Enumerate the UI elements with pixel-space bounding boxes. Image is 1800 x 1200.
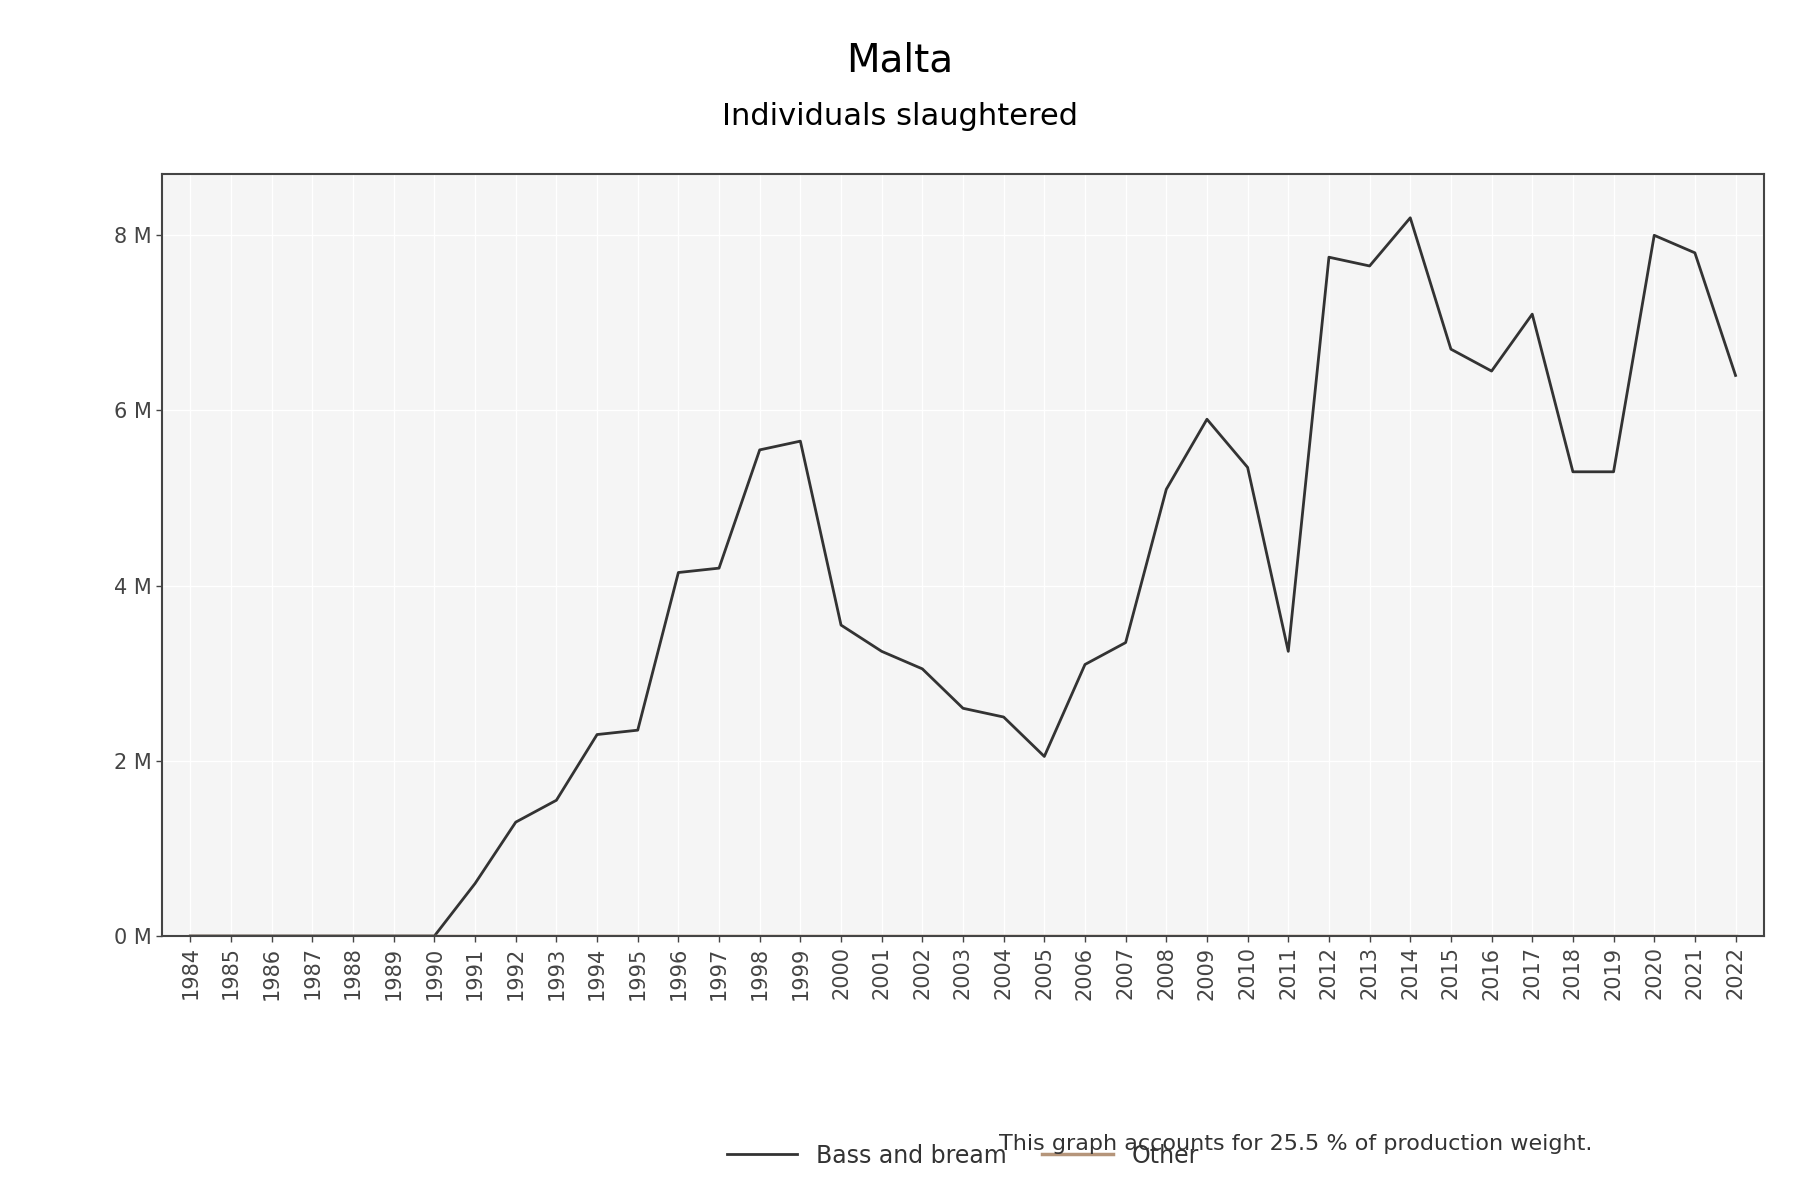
Bass and bream [1033, 749, 1055, 763]
Bass and bream [1318, 250, 1339, 264]
Other [1724, 929, 1746, 943]
Other [383, 929, 405, 943]
Other [1197, 929, 1219, 943]
Text: Individuals slaughtered: Individuals slaughtered [722, 102, 1078, 131]
Bass and bream [261, 929, 283, 943]
Other [1481, 929, 1503, 943]
Bass and bream [1237, 461, 1258, 475]
Other [220, 929, 241, 943]
Bass and bream [180, 929, 202, 943]
Bass and bream [302, 929, 324, 943]
Other [871, 929, 893, 943]
Bass and bream [1643, 228, 1665, 242]
Bass and bream [383, 929, 405, 943]
Bass and bream [1197, 412, 1219, 426]
Bass and bream [423, 929, 445, 943]
Other [994, 929, 1015, 943]
Legend: Bass and bream, Other: Bass and bream, Other [727, 1144, 1199, 1168]
Other [1278, 929, 1300, 943]
Bass and bream [1481, 364, 1503, 378]
Bass and bream [1602, 464, 1624, 479]
Other [587, 929, 608, 943]
Bass and bream [220, 929, 241, 943]
Other [342, 929, 364, 943]
Bass and bream [1440, 342, 1462, 356]
Bass and bream [1075, 658, 1096, 672]
Bass and bream [911, 661, 932, 676]
Text: This graph accounts for 25.5 % of production weight.: This graph accounts for 25.5 % of produc… [999, 1134, 1593, 1154]
Bass and bream [1724, 368, 1746, 383]
Bass and bream [1685, 246, 1706, 260]
Bass and bream [464, 876, 486, 890]
Other [790, 929, 812, 943]
Bass and bream [545, 793, 567, 808]
Other [1033, 929, 1055, 943]
Bass and bream [790, 434, 812, 449]
Other [1399, 929, 1420, 943]
Other [707, 929, 729, 943]
Other [464, 929, 486, 943]
Bass and bream [587, 727, 608, 742]
Other [749, 929, 770, 943]
Bass and bream [1278, 644, 1300, 659]
Bass and bream [830, 618, 851, 632]
Other [911, 929, 932, 943]
Other [952, 929, 974, 943]
Other [423, 929, 445, 943]
Other [1643, 929, 1665, 943]
Bass and bream [1359, 259, 1381, 274]
Text: Malta: Malta [846, 42, 954, 80]
Other [668, 929, 689, 943]
Other [1440, 929, 1462, 943]
Other [1602, 929, 1624, 943]
Bass and bream [342, 929, 364, 943]
Bass and bream [1562, 464, 1584, 479]
Bass and bream [1156, 482, 1177, 497]
Other [545, 929, 567, 943]
Other [1114, 929, 1136, 943]
Line: Bass and bream: Bass and bream [191, 217, 1735, 936]
Other [302, 929, 324, 943]
Other [1237, 929, 1258, 943]
Bass and bream [1114, 635, 1136, 649]
Bass and bream [994, 710, 1015, 725]
Bass and bream [749, 443, 770, 457]
Bass and bream [1399, 210, 1420, 224]
Other [830, 929, 851, 943]
Bass and bream [871, 644, 893, 659]
Other [1156, 929, 1177, 943]
Other [1075, 929, 1096, 943]
Bass and bream [506, 815, 527, 829]
Bass and bream [707, 560, 729, 575]
Other [1562, 929, 1584, 943]
Other [1685, 929, 1706, 943]
Other [180, 929, 202, 943]
Other [1359, 929, 1381, 943]
Other [626, 929, 648, 943]
Other [506, 929, 527, 943]
Bass and bream [668, 565, 689, 580]
Bass and bream [1521, 307, 1543, 322]
Other [1521, 929, 1543, 943]
Other [1318, 929, 1339, 943]
Bass and bream [952, 701, 974, 715]
Bass and bream [626, 722, 648, 737]
Other [261, 929, 283, 943]
